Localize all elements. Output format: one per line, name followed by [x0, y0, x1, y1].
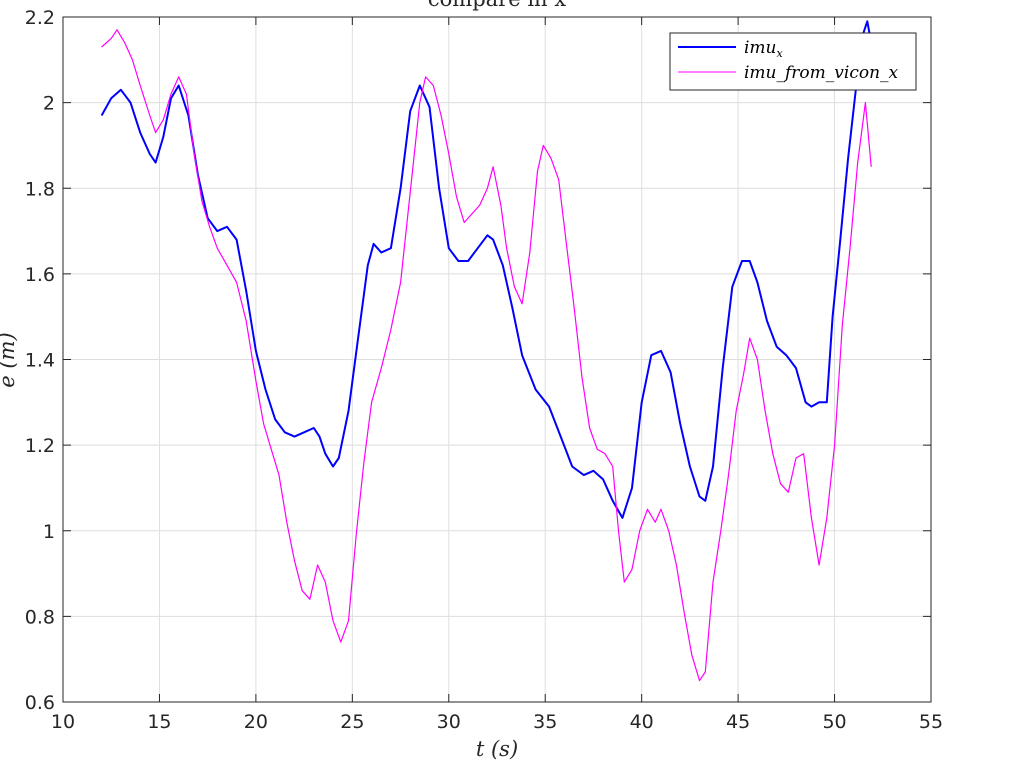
x-axis-label: t (s) [476, 737, 518, 761]
y-tick-label: 2.2 [25, 7, 55, 29]
y-tick-label: 1.4 [25, 350, 55, 372]
tick-labels: 10 15 20 25 30 35 40 45 50 55 0.6 0.8 1 1.2 1.4 1.6 1.8 2… [25, 7, 943, 733]
x-tick-label: 30 [437, 711, 461, 733]
series-layer [100, 20, 873, 682]
x-tick-label: 10 [51, 711, 75, 733]
y-axis-label: e (m) [0, 332, 19, 387]
x-tick-label: 40 [630, 711, 654, 733]
legend-label-imu-x: imux [744, 38, 784, 60]
y-tick-label: 1.8 [25, 178, 55, 200]
chart-title: compare in x [428, 0, 566, 11]
series-line-imu-x [100, 20, 873, 519]
x-tick-label: 45 [726, 711, 750, 733]
y-tick-label: 2 [43, 93, 55, 115]
y-tick-label: 1.6 [25, 264, 55, 286]
legend-label-imu-from-vicon-x: imu_from_vicon_x [744, 63, 899, 83]
x-tick-label: 55 [919, 711, 943, 733]
x-tick-label: 20 [244, 711, 268, 733]
x-tick-label: 25 [340, 711, 364, 733]
legend[interactable]: imux imu_from_vicon_x [669, 32, 917, 91]
legend-box [669, 32, 917, 91]
x-tick-label: 15 [147, 711, 171, 733]
y-tick-label: 0.8 [25, 606, 55, 628]
x-tick-label: 50 [822, 711, 846, 733]
y-tick-label: 1.2 [25, 435, 55, 457]
y-tick-label: 0.6 [25, 692, 55, 714]
x-tick-label: 35 [533, 711, 557, 733]
ticks [62, 16, 932, 703]
series-line-imu-from-vicon-x [101, 29, 872, 682]
y-tick-label: 1 [43, 521, 55, 543]
